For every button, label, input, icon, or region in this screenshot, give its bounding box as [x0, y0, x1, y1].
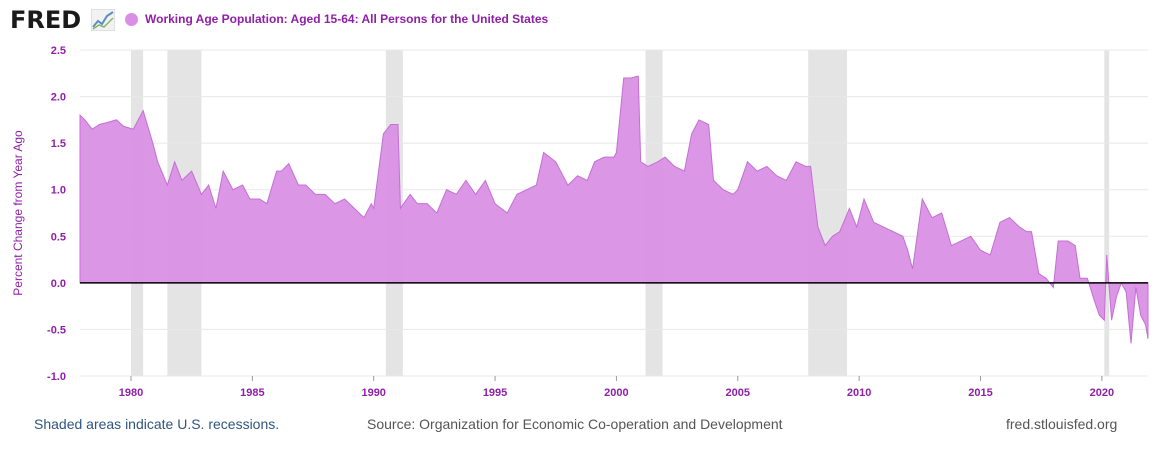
- trend-line-icon: [91, 9, 115, 31]
- y-tick-label: 2.0: [51, 92, 66, 104]
- legend-marker: [125, 12, 138, 26]
- y-tick-label: 1.0: [51, 185, 66, 197]
- source-note: Source: Organization for Economic Co-ope…: [367, 416, 783, 432]
- x-tick-label: 2015: [968, 387, 992, 399]
- recession-note: Shaded areas indicate U.S. recessions.: [34, 416, 280, 432]
- x-tick-label: 2000: [604, 387, 628, 399]
- y-tick-label: 0.0: [51, 278, 66, 290]
- y-tick-label: 0.5: [51, 231, 66, 243]
- series-area-path[interactable]: [79, 75, 1149, 344]
- x-tick-label: 1980: [119, 387, 143, 399]
- x-tick-label: 2020: [1090, 387, 1114, 399]
- y-tick-label: 1.5: [51, 138, 66, 150]
- x-tick-label: 2005: [726, 387, 750, 399]
- x-tick-label: 1985: [240, 387, 264, 399]
- x-tick-label: 1990: [361, 387, 385, 399]
- fred-logo[interactable]: FRED: [10, 6, 82, 34]
- recession-band: [1104, 50, 1110, 376]
- x-tick-label: 1995: [483, 387, 507, 399]
- chart-legend[interactable]: Working Age Population: Aged 15-64: All …: [125, 12, 548, 26]
- y-tick-label: 2.5: [51, 45, 66, 57]
- x-tick-label: 2010: [847, 387, 871, 399]
- y-tick-label: -0.5: [47, 324, 66, 336]
- chart-footer: Shaded areas indicate U.S. recessions. S…: [0, 416, 1168, 436]
- y-tick-label: -1.0: [47, 371, 66, 383]
- site-link[interactable]: fred.stlouisfed.org: [1006, 416, 1118, 432]
- x-axis-ticks: 1980 1985 1990 1995 2000 2005 2010 2015 2020: [119, 376, 1114, 399]
- y-axis-label: Percent Change from Year Ago: [11, 130, 25, 296]
- series-area: [79, 75, 1149, 344]
- y-axis-ticks: 2.5 2.0 1.5 1.0 0.5 0.0 -0.5 -1.0: [47, 45, 66, 383]
- chart-header: FRED Working Age Population: Aged 15-64:…: [0, 0, 1168, 40]
- series-title[interactable]: Working Age Population: Aged 15-64: All …: [145, 12, 549, 26]
